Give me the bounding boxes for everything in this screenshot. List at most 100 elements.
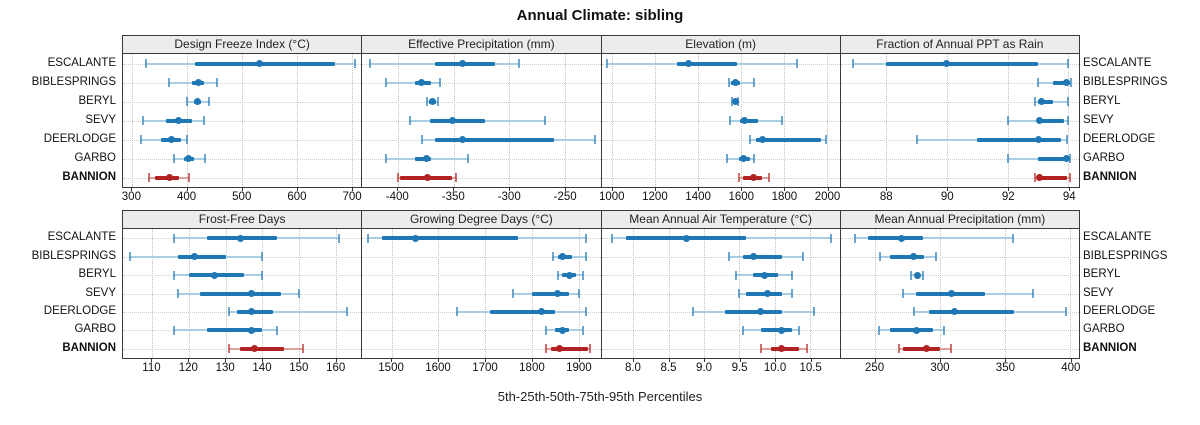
whisker-range-25-75 [903, 346, 940, 351]
median-dot [424, 174, 432, 181]
axis-tick-label: 88 [879, 191, 893, 203]
gridline-horizontal [601, 120, 840, 122]
whisker-cap [145, 59, 148, 68]
whisker-cap [584, 233, 587, 243]
station-label: SEVY [1083, 113, 1114, 126]
gridline-horizontal [362, 101, 601, 103]
whisker-cap [147, 173, 150, 182]
panel-title: Design Freeze Index (°C) [123, 36, 362, 54]
axis-tick-label: -400 [385, 191, 409, 203]
axis-tick [874, 358, 876, 362]
gridline-horizontal [840, 177, 1079, 179]
axis-tick [151, 358, 153, 362]
station-label: BIBLESPRINGS [31, 249, 116, 262]
panel-plot [840, 54, 1079, 187]
axis-tick-label: 250 [864, 362, 885, 374]
axes-top: 300 400 500 600 700 -400 -350 -300 -250 1000 1200 1… [122, 187, 1080, 209]
panel-title: Growing Degree Days (°C) [362, 211, 601, 229]
whisker-cap [780, 116, 783, 125]
axis-tick [438, 358, 440, 362]
axis-tick [739, 358, 741, 362]
whisker-range-25-75 [236, 309, 274, 314]
station-label: BANNION [62, 170, 116, 183]
whisker-cap [275, 325, 278, 335]
whisker-range-25-75 [550, 346, 588, 351]
whisker-cap [409, 116, 412, 125]
gridline-horizontal [362, 82, 601, 84]
whisker-cap [187, 173, 190, 182]
whisker-cap [767, 173, 770, 182]
whisker-cap [752, 154, 755, 163]
median-dot [731, 98, 739, 105]
axis-tick-label: 400 [1061, 362, 1081, 374]
axis-tick-label: 94 [1062, 191, 1076, 203]
gridline-horizontal [362, 177, 601, 179]
whisker-cap [1070, 78, 1073, 87]
axis-tick [391, 358, 393, 362]
gridline-horizontal [840, 348, 1079, 350]
axis-caption: 5th-25th-50th-75th-95th Percentiles [497, 389, 703, 404]
whisker-range-5-95 [385, 81, 441, 84]
median-dot [175, 117, 183, 124]
whisker-cap [582, 270, 585, 280]
axis-tick-label: 1500 [378, 362, 404, 374]
whisker-range-25-75 [531, 291, 570, 296]
whisker-cap [1033, 173, 1036, 182]
station-label: GARBO [74, 323, 116, 336]
panel-plot [362, 229, 601, 358]
axis-tick-label: 10.5 [799, 362, 822, 374]
axis-tick-label: 1600 [425, 362, 451, 374]
median-dot [458, 136, 466, 143]
axis-tick-label: 1800 [771, 191, 798, 203]
whisker-range-25-75 [890, 328, 934, 333]
axis-tick-label: 8.0 [624, 362, 641, 374]
gridline-horizontal [362, 158, 601, 160]
median-dot [950, 308, 958, 316]
axis-tick-label: 160 [326, 362, 346, 374]
whisker-cap [467, 154, 469, 163]
whisker-range-25-75 [414, 156, 432, 161]
whisker-cap [934, 252, 937, 262]
median-dot [458, 60, 466, 67]
whisker-range-25-75 [195, 61, 336, 66]
panels-top: Design Freeze Index (°C) Effective Precip… [122, 35, 1080, 188]
axis-tick-label: 350 [995, 362, 1015, 374]
whisker-cap [512, 289, 515, 298]
panel-plot [601, 54, 840, 187]
median-dot [411, 234, 419, 242]
panel-title: Mean Annual Precipitation (mm) [840, 211, 1079, 229]
gridline-horizontal [362, 275, 601, 277]
median-dot [251, 345, 259, 353]
x-axis: -400 -350 -300 -250 [362, 187, 602, 209]
whisker-cap [228, 344, 231, 354]
axis-tick-label: 9.0 [696, 362, 713, 374]
whisker-range-25-75 [756, 137, 822, 142]
axis-tick [810, 358, 812, 362]
gridline-horizontal [840, 82, 1079, 84]
median-dot [749, 253, 757, 261]
gridline-horizontal [601, 158, 840, 160]
station-label: SEVY [1083, 286, 1114, 299]
whisker-cap [168, 78, 171, 87]
axis-tick [668, 358, 670, 362]
axis-tick [188, 358, 190, 362]
axis-tick-label: 150 [289, 362, 309, 374]
panel: Mean Annual Precipitation (mm) [839, 211, 1079, 358]
median-dot [537, 308, 545, 316]
panel: Fraction of Annual PPT as Rain [839, 36, 1079, 187]
median-dot [236, 234, 244, 242]
axis-tick [654, 187, 656, 191]
median-dot [556, 345, 564, 353]
panels-bottom: Frost-Free Days Growing Degree Days (°C) M… [122, 210, 1080, 359]
median-dot [428, 98, 436, 105]
whisker-range-25-75 [868, 236, 923, 241]
whisker-cap [734, 270, 737, 280]
whisker-cap [384, 78, 387, 87]
whisker-range-25-75 [1053, 80, 1070, 85]
median-dot [1063, 79, 1071, 86]
whisker-cap [436, 97, 439, 106]
axis-tick [298, 358, 300, 362]
gridline-horizontal [840, 275, 1079, 277]
axis-tick-label: 1800 [519, 362, 545, 374]
